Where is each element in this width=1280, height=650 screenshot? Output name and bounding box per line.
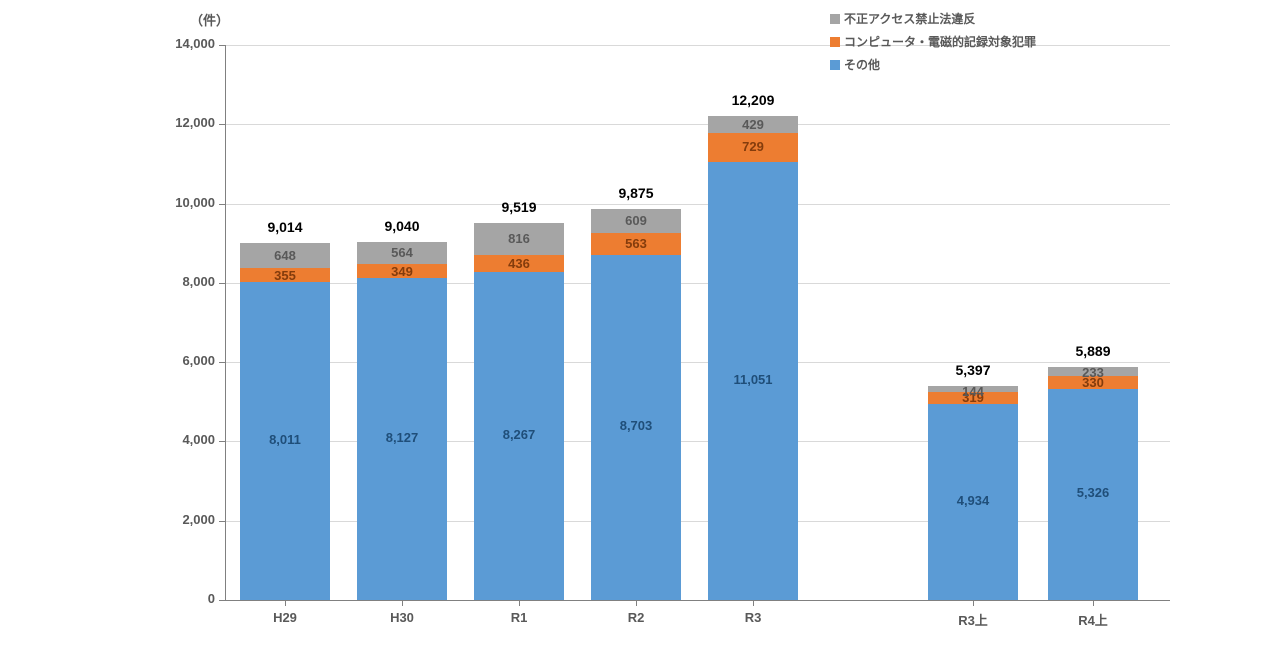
bar-total-label: 9,014: [220, 219, 350, 235]
bar-segment-label: 4,934: [928, 493, 1018, 508]
legend-swatch: [830, 14, 840, 24]
bar-total-label: 9,519: [454, 199, 584, 215]
bar-segment-label: 436: [474, 256, 564, 271]
x-axis-category-label: R3: [688, 610, 818, 625]
bar-segment-label: 233: [1048, 365, 1138, 380]
legend-label: コンピュータ・電磁的記録対象犯罪: [844, 33, 1036, 50]
x-axis-line: [225, 600, 1170, 601]
bar-segment-label: 816: [474, 231, 564, 246]
bar-segment-label: 429: [708, 117, 798, 132]
x-axis-category-label: R2: [571, 610, 701, 625]
bar-segment-label: 11,051: [708, 372, 798, 387]
x-axis-category-label: H30: [337, 610, 467, 625]
bar-total-label: 12,209: [688, 92, 818, 108]
legend-item: その他: [830, 56, 1036, 73]
bar-segment-label: 564: [357, 245, 447, 260]
bar-total-label: 5,889: [1028, 343, 1158, 359]
bar-segment-label: 609: [591, 213, 681, 228]
x-axis-tick: [753, 600, 754, 606]
bar-segment-label: 8,267: [474, 427, 564, 442]
x-axis-tick: [519, 600, 520, 606]
x-axis-tick: [285, 600, 286, 606]
x-axis-tick: [973, 600, 974, 606]
y-axis-tick-label: 14,000: [175, 36, 215, 51]
bar-total-label: 9,875: [571, 185, 701, 201]
legend-item: 不正アクセス禁止法違反: [830, 10, 1036, 27]
x-axis-tick: [636, 600, 637, 606]
x-axis-category-label: H29: [220, 610, 350, 625]
y-axis-tick-label: 0: [208, 591, 215, 606]
legend-item: コンピュータ・電磁的記録対象犯罪: [830, 33, 1036, 50]
bar-segment-label: 144: [928, 384, 1018, 399]
stacked-bar-chart: （件） 0 2,000 4,000 6,000 8,000 10,000 12,000 14,0…: [0, 0, 1280, 650]
bar-segment-label: 355: [240, 268, 330, 283]
x-axis-tick: [402, 600, 403, 606]
x-axis-tick: [1093, 600, 1094, 606]
legend: 不正アクセス禁止法違反コンピュータ・電磁的記録対象犯罪その他: [830, 10, 1036, 79]
y-axis-line: [225, 45, 226, 600]
bar-segment-label: 648: [240, 248, 330, 263]
legend-label: 不正アクセス禁止法違反: [844, 10, 975, 27]
x-axis-category-label: R1: [454, 610, 584, 625]
legend-label: その他: [844, 56, 880, 73]
x-axis-category-label: R3上: [908, 610, 1038, 629]
y-axis-tick-label: 6,000: [182, 353, 215, 368]
bar-total-label: 9,040: [337, 218, 467, 234]
legend-swatch: [830, 37, 840, 47]
y-axis-tick-label: 8,000: [182, 274, 215, 289]
bar-segment-label: 729: [708, 139, 798, 154]
gridline: [225, 124, 1170, 125]
y-axis-unit-label: （件）: [190, 10, 229, 29]
y-axis-tick-label: 4,000: [182, 432, 215, 447]
bar-segment-label: 8,011: [240, 432, 330, 447]
bar-segment-label: 5,326: [1048, 485, 1138, 500]
y-axis-tick-label: 2,000: [182, 512, 215, 527]
y-axis-tick-label: 12,000: [175, 115, 215, 130]
bar-segment-label: 563: [591, 236, 681, 251]
legend-swatch: [830, 60, 840, 70]
x-axis-category-label: R4上: [1028, 610, 1158, 629]
bar-segment-label: 8,127: [357, 430, 447, 445]
bar-segment-label: 8,703: [591, 418, 681, 433]
bar-segment-label: 349: [357, 264, 447, 279]
bar-total-label: 5,397: [908, 362, 1038, 378]
gridline: [225, 204, 1170, 205]
y-axis-tick-label: 10,000: [175, 195, 215, 210]
